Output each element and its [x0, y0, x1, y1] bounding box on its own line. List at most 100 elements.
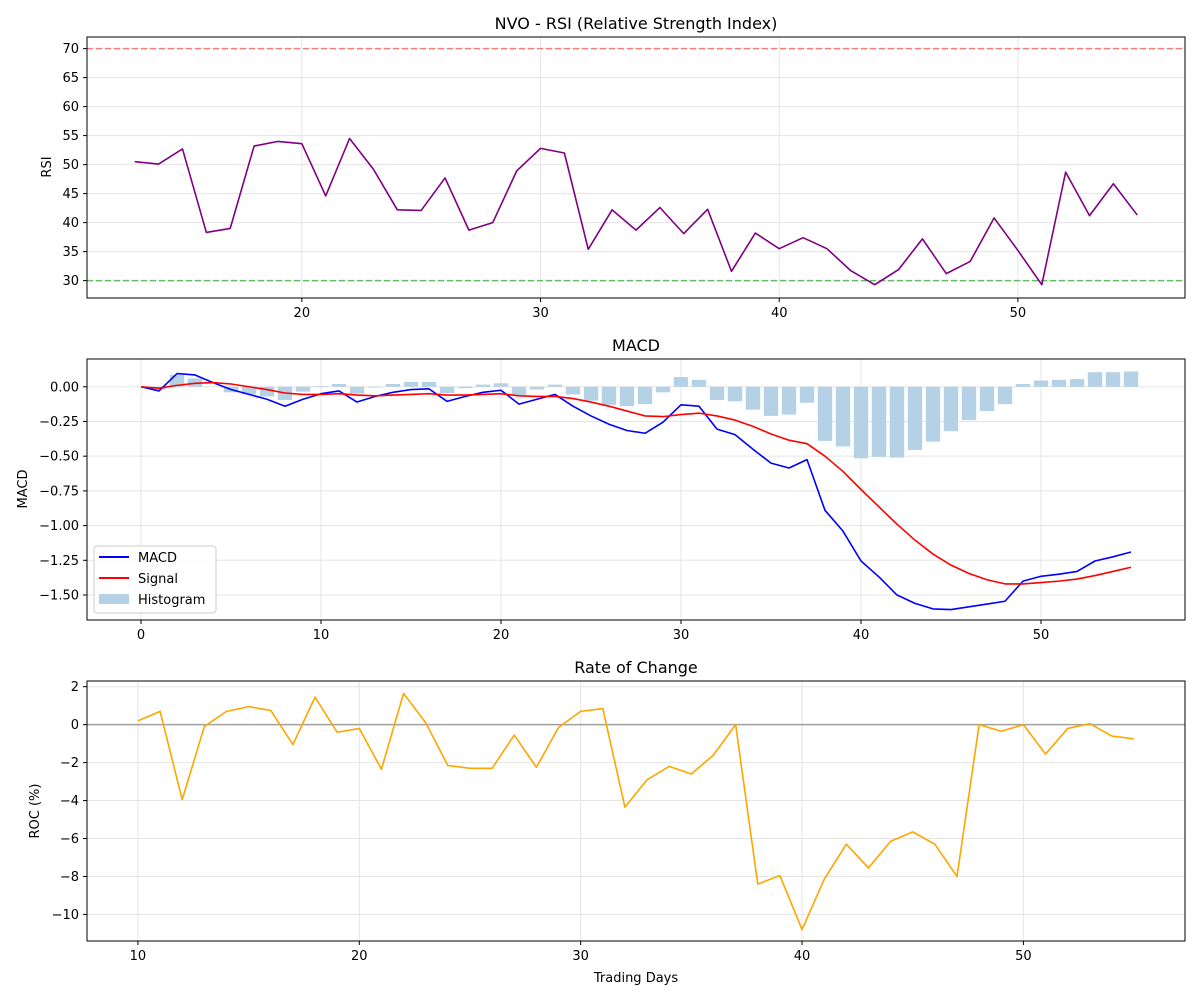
macd-y-tick-label: −0.75: [39, 484, 79, 499]
macd-histogram-bar: [385, 383, 401, 387]
roc-y-tick-label: −8: [60, 870, 79, 885]
macd-histogram-bar: [493, 383, 509, 387]
macd-legend: MACD Signal Histogram: [93, 545, 217, 614]
rsi-y-tick-label: 40: [62, 216, 79, 231]
macd-title: MACD: [612, 336, 660, 355]
macd-histogram-bar: [637, 386, 653, 405]
macd-histogram-bar: [403, 381, 419, 387]
macd-y-tick-label: −0.50: [39, 450, 79, 465]
macd-y-tick-label: −1.00: [39, 519, 79, 534]
rsi-series-line: [134, 137, 1138, 286]
macd-histogram-bar: [601, 386, 617, 405]
rsi-y-tick-label: 45: [62, 187, 79, 202]
macd-histogram-bar: [1123, 371, 1139, 387]
rsi-x-tick-label: 20: [294, 306, 311, 321]
macd-histogram-bar: [295, 386, 311, 392]
macd-grid: [87, 359, 1185, 620]
rsi-ticks: 20 30 40 50 30 35 40 45 50 55 60 65 70: [62, 42, 1026, 321]
macd-x-tick-label: 10: [313, 628, 330, 643]
roc-y-axis-label: ROC (%): [28, 784, 43, 839]
rsi-panel: NVO - RSI (Relative Strength Index) RSI …: [40, 14, 1186, 321]
macd-histogram-bar: [925, 386, 941, 442]
roc-y-tick-label: 2: [71, 680, 79, 695]
roc-x-tick-label: 50: [1015, 949, 1032, 964]
macd-histogram-bar: [1015, 383, 1031, 387]
macd-lines: [140, 372, 1132, 611]
rsi-y-axis-label: RSI: [40, 156, 55, 177]
roc-panel: Rate of Change ROC (%) 10 20 30 40 5020−2−4−…: [28, 658, 1186, 986]
macd-histogram-bar: [907, 386, 923, 450]
legend-label-histogram: Histogram: [138, 593, 205, 608]
macd-histogram-bar: [655, 386, 671, 393]
macd-histogram-bar: [349, 386, 365, 394]
macd-histogram-bar: [961, 386, 977, 421]
macd-histogram-bar: [511, 386, 527, 396]
macd-histogram-bar: [709, 386, 725, 400]
macd-histogram-bar: [673, 377, 689, 387]
legend-swatch-histogram: [99, 594, 129, 604]
macd-histogram-bar: [439, 386, 455, 394]
roc-y-tick-label: −2: [60, 756, 79, 771]
macd-histogram-bar: [817, 386, 833, 441]
macd-bars: [133, 371, 1139, 459]
macd-histogram-bar: [1069, 379, 1085, 387]
macd-histogram-bar: [871, 386, 887, 457]
rsi-plot-frame: [86, 36, 1186, 299]
roc-x-tick-label: 40: [794, 949, 811, 964]
macd-histogram-bar: [853, 386, 869, 459]
roc-y-tick-label: −6: [60, 832, 79, 847]
macd-histogram-bar: [943, 386, 959, 432]
macd-y-axis-label: MACD: [16, 470, 31, 509]
rsi-title: NVO - RSI (Relative Strength Index): [495, 14, 778, 33]
rsi-y-tick-label: 70: [62, 42, 79, 57]
legend-label-macd: MACD: [138, 551, 177, 566]
rsi-y-tick-label: 55: [62, 129, 79, 144]
rsi-x-tick-label: 40: [771, 306, 788, 321]
macd-histogram-bar: [1051, 379, 1067, 387]
macd-panel: MACD MACD 0 10 20 30 40 50 0.00 −0.25 −0.50 −0.75…: [16, 336, 1186, 643]
macd-y-tick-label: −1.50: [39, 589, 79, 604]
rsi-x-tick-label: 50: [1010, 306, 1027, 321]
macd-x-tick-label: 0: [137, 628, 145, 643]
macd-x-tick-label: 30: [673, 628, 690, 643]
rsi-reference-lines: [87, 47, 1185, 282]
macd-histogram-bar: [475, 384, 491, 387]
rsi-x-tick-label: 30: [532, 306, 549, 321]
macd-histogram-bar: [421, 381, 437, 387]
macd-histogram-bar: [367, 386, 383, 388]
rsi-y-tick-label: 35: [62, 245, 79, 260]
macd-histogram-bar: [979, 386, 995, 412]
roc-plot-frame: [86, 680, 1186, 942]
macd-histogram-bar: [997, 386, 1013, 405]
macd-plot-frame: [86, 358, 1186, 621]
macd-histogram-bar: [781, 386, 797, 415]
roc-series-line: [137, 692, 1135, 931]
macd-y-tick-label: −1.25: [39, 554, 79, 569]
rsi-y-tick-label: 65: [62, 71, 79, 86]
macd-histogram-bar: [457, 386, 473, 389]
macd-histogram-bar: [763, 386, 779, 416]
macd-histogram-bar: [529, 386, 545, 390]
roc-y-tick-label: −4: [60, 794, 79, 809]
macd-histogram-bar: [889, 386, 905, 458]
macd-histogram-bar: [799, 386, 815, 403]
rsi-y-tick-label: 30: [62, 274, 79, 289]
macd-histogram-bar: [169, 374, 185, 387]
macd-histogram-bar: [691, 379, 707, 387]
macd-macd-line: [140, 372, 1132, 611]
macd-histogram-bar: [331, 383, 347, 387]
macd-signal-line: [140, 381, 1132, 585]
macd-y-tick-label: 0.00: [50, 380, 79, 395]
roc-grid: [87, 681, 1185, 941]
macd-histogram-bar: [619, 386, 635, 407]
roc-x-axis-label: Trading Days: [593, 971, 678, 986]
rsi-lines: [134, 137, 1138, 286]
macd-histogram-bar: [565, 386, 581, 395]
roc-lines: [137, 692, 1135, 931]
roc-x-tick-label: 20: [351, 949, 368, 964]
macd-histogram-bar: [1033, 380, 1049, 387]
macd-histogram-bar: [1105, 372, 1121, 387]
